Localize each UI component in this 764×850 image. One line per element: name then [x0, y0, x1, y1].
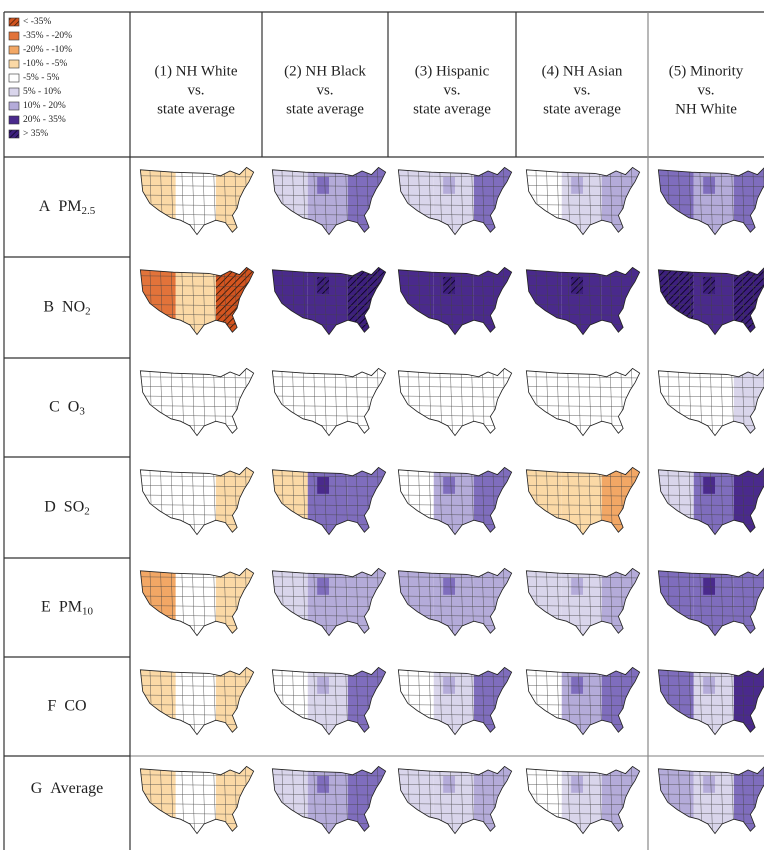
us-map — [139, 466, 255, 536]
row-pollutant: SO — [64, 498, 84, 515]
us-map — [139, 266, 255, 336]
us-map — [657, 568, 764, 637]
row-label: F CO — [47, 697, 86, 714]
row-pollutant: PM — [58, 198, 81, 215]
legend-label: -10% - -5% — [23, 59, 67, 69]
us-map — [397, 166, 513, 236]
row-label: B NO2 — [43, 298, 90, 317]
us-map — [139, 765, 255, 835]
row-pollutant: Average — [50, 780, 103, 797]
us-map — [525, 466, 641, 536]
legend-swatch — [8, 45, 20, 55]
column-header: vs. — [573, 82, 590, 98]
legend-label: 10% - 20% — [23, 101, 66, 111]
us-map — [271, 166, 387, 236]
row-label: D SO2 — [44, 498, 90, 517]
row-letter: B — [43, 298, 54, 315]
us-map — [525, 166, 641, 236]
row-letter: E — [41, 598, 51, 615]
legend-swatch — [8, 31, 20, 41]
us-map — [271, 266, 387, 336]
column-header: vs. — [697, 82, 714, 98]
legend-swatch — [8, 87, 20, 97]
row-subscript: 2 — [85, 305, 91, 317]
row-pollutant: PM — [59, 598, 82, 615]
column-header: (4) NH Asian — [542, 63, 623, 79]
column-header: (2) NH Black — [284, 63, 366, 79]
column-header: (1) NH White — [154, 63, 237, 79]
legend-label: 20% - 35% — [23, 115, 66, 125]
us-map — [525, 367, 641, 437]
us-map — [657, 467, 764, 536]
legend-label: -5% - 5% — [23, 73, 59, 83]
us-map — [397, 266, 513, 336]
row-label: C O3 — [49, 398, 85, 417]
legend-label: -35% - -20% — [23, 31, 72, 41]
legend-swatch — [8, 101, 20, 111]
row-letter: F — [47, 697, 56, 714]
us-map — [525, 765, 641, 835]
legend-label: > 35% — [23, 129, 48, 139]
legend-swatch — [8, 17, 20, 27]
us-map — [271, 765, 387, 835]
legend-swatch — [8, 129, 20, 139]
row-letter: A — [39, 198, 51, 215]
row-label: A PM2.5 — [39, 198, 96, 217]
column-header: (5) Minority — [669, 63, 744, 79]
row-letter: G — [31, 780, 43, 797]
legend-label: < -35% — [23, 17, 51, 27]
us-map — [525, 266, 641, 336]
table-grid — [3, 11, 764, 850]
us-map — [139, 367, 255, 437]
us-map — [525, 567, 641, 637]
us-map — [271, 567, 387, 637]
row-subscript: 2.5 — [81, 205, 95, 217]
row-letter: D — [44, 498, 56, 515]
column-header: state average — [543, 101, 621, 117]
us-map — [525, 666, 641, 736]
legend-swatch — [8, 115, 20, 125]
legend-swatch — [8, 73, 20, 83]
row-pollutant: CO — [64, 697, 86, 714]
us-map — [397, 367, 513, 437]
row-letter: C — [49, 398, 60, 415]
us-map — [397, 666, 513, 736]
row-pollutant: O — [68, 398, 80, 415]
us-map — [271, 666, 387, 736]
column-header: vs. — [187, 82, 204, 98]
row-subscript: 2 — [84, 505, 90, 517]
us-map — [657, 167, 764, 236]
column-header: vs. — [316, 82, 333, 98]
column-header: state average — [413, 101, 491, 117]
legend-label: -20% - -10% — [23, 45, 72, 55]
us-map — [657, 368, 764, 437]
legend-label: 5% - 10% — [23, 87, 61, 97]
row-subscript: 3 — [79, 405, 85, 417]
column-header: state average — [286, 101, 364, 117]
column-header: (3) Hispanic — [415, 63, 490, 79]
row-label: E PM10 — [41, 598, 93, 617]
us-map — [657, 267, 764, 336]
us-map — [139, 567, 255, 637]
row-label: G Average — [31, 780, 104, 797]
column-header: vs. — [443, 82, 460, 98]
us-map — [397, 466, 513, 536]
us-map — [657, 667, 764, 736]
column-header: NH White — [675, 101, 737, 117]
us-map — [139, 166, 255, 236]
us-map — [397, 765, 513, 835]
row-pollutant: NO — [62, 298, 85, 315]
us-map — [657, 766, 764, 835]
row-subscript: 10 — [82, 605, 94, 617]
legend-swatch — [8, 59, 20, 69]
column-header: state average — [157, 101, 235, 117]
us-map — [271, 466, 387, 536]
us-map — [397, 567, 513, 637]
us-map — [271, 367, 387, 437]
us-map — [139, 666, 255, 736]
